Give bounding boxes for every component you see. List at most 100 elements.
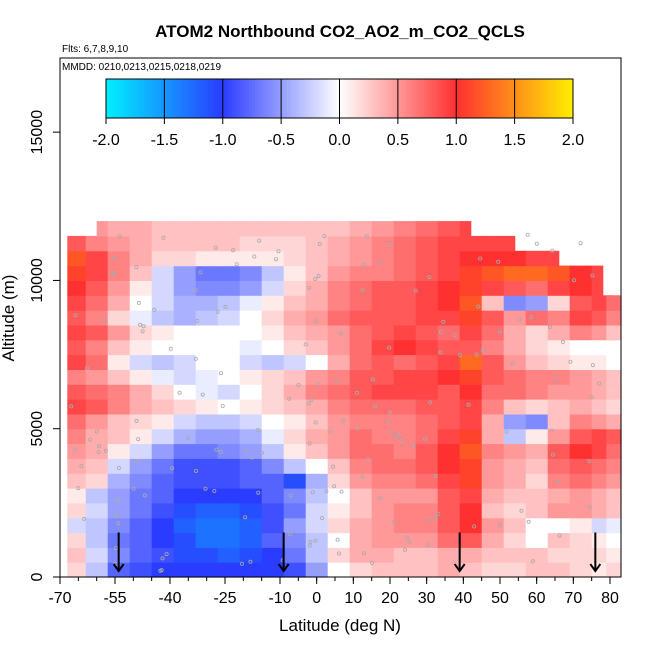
sample-dot xyxy=(255,427,260,432)
heatmap-cell xyxy=(67,547,87,563)
colorbar-swatch xyxy=(427,79,431,118)
y-tick-label: 15000 xyxy=(29,110,46,155)
heatmap-cell xyxy=(67,399,87,415)
heatmap-cell xyxy=(569,517,593,534)
sample-dot xyxy=(328,428,333,433)
colorbar-swatch xyxy=(155,79,159,118)
heatmap-cell xyxy=(371,235,395,252)
colorbar-swatch xyxy=(213,79,218,118)
heatmap-cell xyxy=(305,369,329,385)
heatmap-cell xyxy=(239,324,263,341)
colorbar-swatch xyxy=(249,79,253,118)
heatmap-cell xyxy=(393,339,417,356)
heatmap-cell xyxy=(503,547,527,563)
heatmap-cell xyxy=(129,339,153,356)
colorbar-swatch xyxy=(327,79,332,118)
colorbar-swatch xyxy=(354,79,358,118)
sample-dot xyxy=(136,300,141,305)
colorbar-swatch xyxy=(546,79,551,118)
heatmap-cell xyxy=(305,443,329,459)
heatmap-cell xyxy=(393,384,417,400)
heatmap-cell xyxy=(393,324,417,341)
heatmap-cell xyxy=(371,488,395,504)
heatmap-cell xyxy=(261,265,285,281)
colorbar-swatch xyxy=(435,79,440,118)
heatmap-cell xyxy=(327,458,351,474)
heatmap-cell xyxy=(261,250,285,267)
heatmap-cell xyxy=(393,517,417,534)
heatmap-cell xyxy=(503,235,516,252)
heatmap-cell xyxy=(217,339,241,356)
heatmap-cell xyxy=(217,250,241,267)
heatmap-cell xyxy=(503,295,527,311)
colorbar-swatch xyxy=(193,79,197,118)
heatmap-cell xyxy=(459,547,483,563)
heatmap-cell xyxy=(481,324,505,341)
sample-dot xyxy=(141,324,146,329)
heatmap-cell xyxy=(129,502,153,519)
heatmap-cell xyxy=(261,221,285,237)
heatmap-cell xyxy=(547,458,571,474)
sample-dot xyxy=(422,436,427,441)
sample-dot xyxy=(590,273,595,278)
colorbar-swatch xyxy=(462,79,466,118)
sample-dot xyxy=(193,468,198,473)
heatmap-cell xyxy=(217,443,241,459)
sample-dot xyxy=(212,488,217,493)
heatmap-cell xyxy=(525,488,549,504)
colorbar-tick-label: 1.5 xyxy=(504,132,526,149)
colorbar-swatch xyxy=(111,79,116,118)
sample-dot xyxy=(549,428,554,433)
heatmap-cell xyxy=(129,250,153,267)
heatmap-cell xyxy=(547,413,571,430)
sample-dot xyxy=(364,234,369,239)
colorbar-swatch xyxy=(295,79,300,118)
heatmap-cell xyxy=(239,399,263,415)
heatmap-cell xyxy=(525,310,549,326)
sample-dots xyxy=(69,232,601,573)
colorbar-swatch xyxy=(409,79,413,118)
heatmap-cell xyxy=(437,324,461,341)
heatmap-cell xyxy=(547,532,571,548)
sample-dot xyxy=(438,350,443,355)
heatmap-cell xyxy=(195,324,219,341)
heatmap-cell xyxy=(195,235,219,252)
heatmap-cell xyxy=(239,547,263,563)
sample-dot xyxy=(218,371,223,376)
heatmap-cell xyxy=(481,250,505,267)
heatmap-cell xyxy=(525,280,549,296)
sample-dot xyxy=(218,449,223,454)
heatmap-cell xyxy=(173,399,197,415)
heatmap-cell xyxy=(547,488,571,504)
heatmap-cell xyxy=(67,354,87,370)
heatmap-cell xyxy=(107,280,131,296)
y-tick-label: 5000 xyxy=(29,411,46,447)
latitude-arrow xyxy=(112,532,125,573)
heatmap-cell xyxy=(371,399,395,415)
sample-dot xyxy=(339,489,344,494)
heatmap-cell xyxy=(606,339,622,356)
heatmap-cell xyxy=(371,265,395,281)
heatmap-cell xyxy=(503,502,527,519)
heatmap-cell xyxy=(305,473,329,489)
heatmap-cell xyxy=(525,532,549,548)
colorbar-swatch xyxy=(278,79,282,118)
colorbar-swatch xyxy=(304,79,308,118)
sample-dot xyxy=(365,457,370,462)
heatmap-cell xyxy=(349,428,373,445)
heatmap-cell xyxy=(327,384,351,400)
heatmap-cell xyxy=(525,428,549,445)
heatmap-cell xyxy=(283,369,307,385)
heatmap-cell xyxy=(261,235,285,252)
heatmap-cell xyxy=(459,473,483,489)
sample-dot xyxy=(248,559,253,564)
sample-dot xyxy=(560,339,565,344)
colorbar-swatch xyxy=(514,79,518,118)
heatmap-cell xyxy=(239,413,263,430)
heatmap-cell xyxy=(525,562,549,578)
colorbar-swatch xyxy=(386,79,390,118)
heatmap-cell xyxy=(173,517,197,534)
heatmap-cell xyxy=(481,428,505,445)
colorbar-swatch xyxy=(511,79,516,118)
